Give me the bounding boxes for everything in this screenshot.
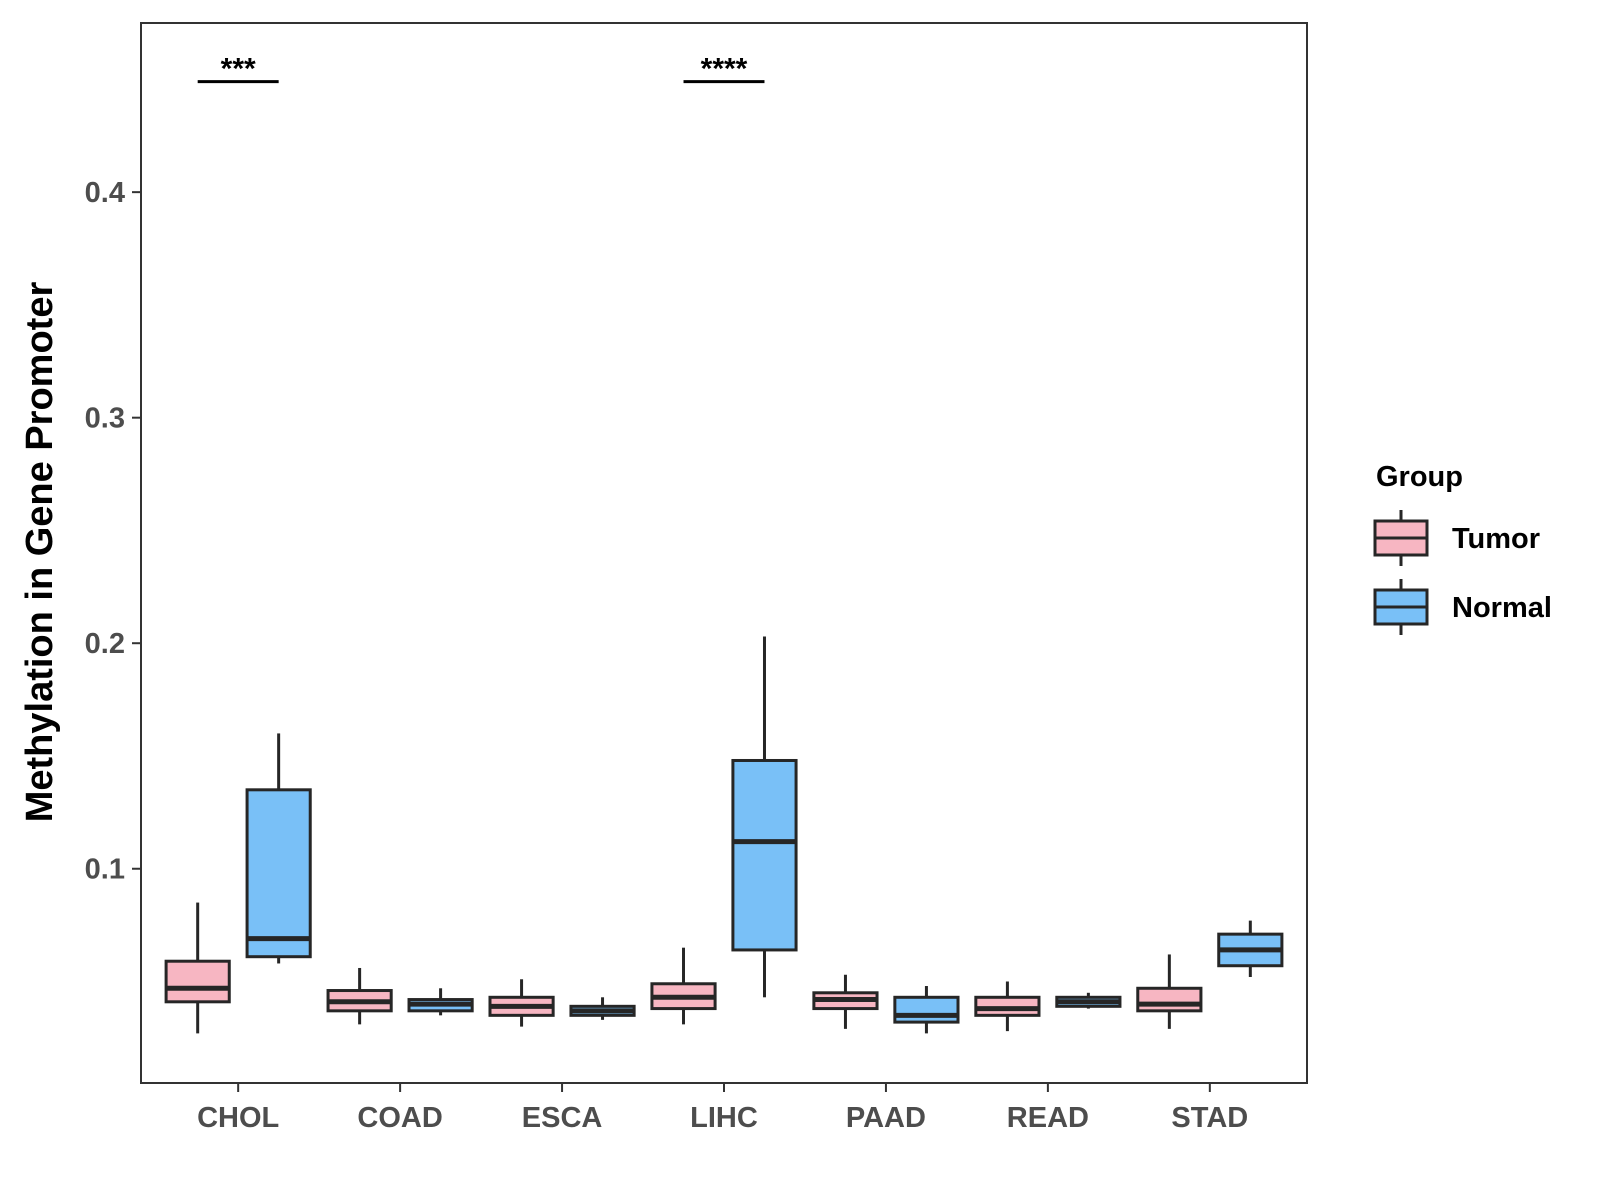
- plot-boxes: [164, 636, 1284, 1034]
- box-iqr: [1136, 986, 1203, 1013]
- significance-stars: ****: [701, 53, 748, 86]
- y-tick-label: 0.3: [85, 403, 125, 435]
- x-tick-label-read: READ: [1007, 1102, 1089, 1134]
- box-normal-esca: [569, 997, 636, 1020]
- y-tick-label: 0.1: [85, 854, 125, 886]
- significance-chol: ***: [197, 53, 279, 86]
- y-axis-title: Methylation in Gene Promoter: [19, 282, 61, 823]
- box-normal-coad: [407, 988, 474, 1016]
- x-tick-label-coad: COAD: [357, 1102, 442, 1134]
- box-normal-read: [1055, 992, 1122, 1009]
- x-tick-label-esca: ESCA: [522, 1102, 603, 1134]
- x-tick-label-lihc: LIHC: [690, 1102, 758, 1134]
- y-tick-label: 0.4: [85, 177, 125, 209]
- legend-title: Group: [1376, 461, 1463, 493]
- x-tick-label-paad: PAAD: [846, 1102, 926, 1134]
- y-axis: 0.1 0.2 0.3 0.4: [85, 177, 141, 886]
- x-axis: CHOL COAD ESCA LIHC PAAD READ STAD: [197, 1083, 1248, 1134]
- box-normal-lihc: [731, 636, 798, 998]
- box-iqr: [731, 758, 798, 952]
- box-tumor-coad: [326, 967, 393, 1025]
- significance-lihc: ****: [683, 53, 765, 86]
- legend-entries: Tumor Normal: [1373, 510, 1552, 635]
- x-tick-label-chol: CHOL: [197, 1102, 279, 1134]
- box-tumor-stad: [1136, 954, 1203, 1029]
- box-tumor-chol: [164, 902, 231, 1034]
- box-tumor-esca: [488, 979, 555, 1027]
- box-normal-chol: [245, 733, 312, 964]
- box-iqr: [164, 959, 231, 1004]
- legend-label: Tumor: [1452, 523, 1540, 555]
- legend-entry-tumor: Tumor: [1373, 510, 1540, 566]
- box-iqr: [245, 788, 312, 959]
- box-tumor-paad: [812, 974, 879, 1029]
- box-iqr: [893, 995, 960, 1024]
- significance-annotations: *** ****: [197, 53, 765, 86]
- box-tumor-read: [974, 981, 1041, 1032]
- legend-label: Normal: [1452, 592, 1552, 624]
- y-tick-label: 0.2: [85, 628, 125, 660]
- legend: Group Tumor Normal: [1373, 461, 1552, 635]
- legend-entry-normal: Normal: [1373, 579, 1552, 635]
- box-normal-paad: [893, 986, 960, 1034]
- x-tick-label-stad: STAD: [1171, 1102, 1248, 1134]
- box-normal-stad: [1217, 920, 1284, 977]
- significance-stars: ***: [221, 53, 256, 86]
- box-tumor-lihc: [650, 947, 717, 1025]
